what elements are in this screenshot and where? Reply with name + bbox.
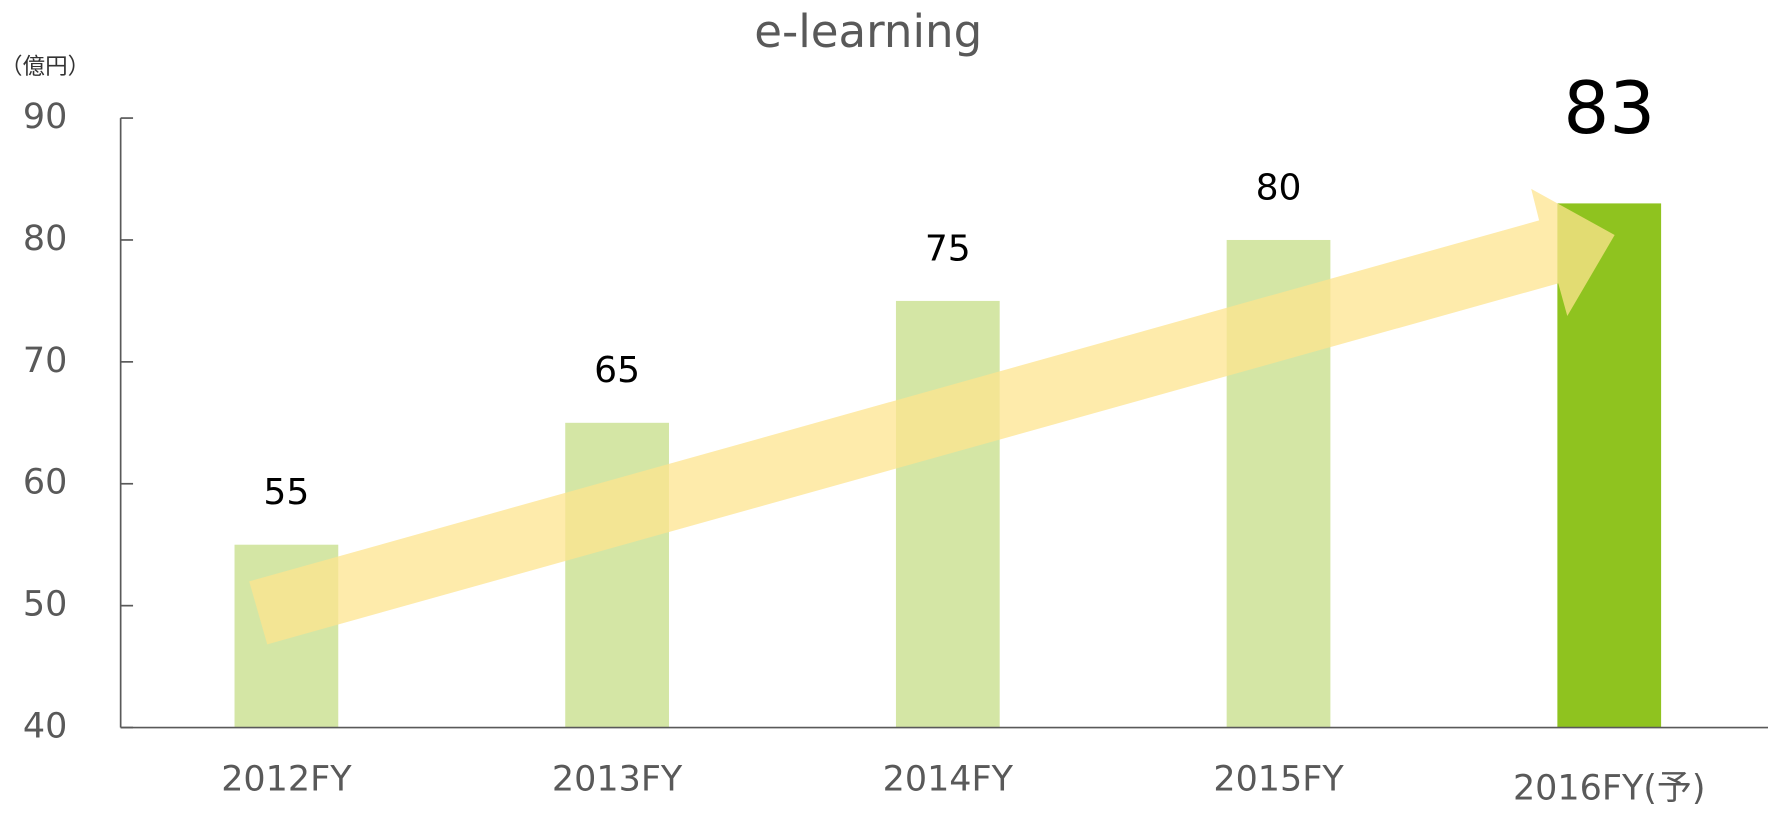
value-label: 80 (1256, 167, 1302, 208)
bar (895, 300, 1000, 728)
value-label: 65 (594, 350, 640, 391)
y-unit: （億円） (0, 54, 90, 80)
value-label: 83 (1563, 66, 1655, 150)
y-tick-label: 50 (23, 585, 67, 625)
y-tick-label: 60 (23, 463, 67, 503)
x-tick-label: 2016FY(予) (1513, 768, 1706, 808)
x-tick-label: 2015FY (1213, 759, 1344, 799)
y-tick-label: 40 (23, 707, 67, 747)
value-label: 75 (925, 228, 971, 269)
y-tick-label: 90 (23, 97, 67, 137)
x-tick-label: 2014FY (883, 759, 1014, 799)
x-tick-label: 2012FY (221, 759, 352, 799)
value-label: 55 (263, 472, 309, 513)
y-tick-label: 80 (23, 219, 67, 259)
x-tick-label: 2013FY (552, 759, 683, 799)
trend-arrow (249, 188, 1615, 645)
y-tick-label: 70 (23, 341, 67, 381)
chart-title: e-learning (754, 5, 982, 58)
